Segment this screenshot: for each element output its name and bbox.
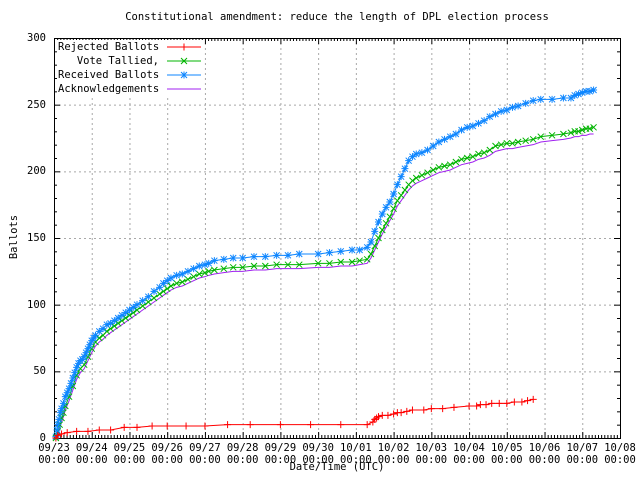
line-icon — [167, 88, 201, 90]
x-axis-label: Date/Time (UTC) — [289, 461, 385, 473]
x-tick-label: 09/23 00:00 — [32, 442, 76, 466]
star-marker-icon — [167, 71, 201, 79]
y-tick-label: 0 — [39, 432, 46, 444]
x-tick-label: 09/29 00:00 — [258, 442, 302, 466]
x-tick-label: 10/06 00:00 — [523, 442, 567, 466]
legend-item-received-ballots: Received Ballots — [58, 68, 203, 82]
x-tick-label: 10/08 00:00 — [598, 442, 640, 466]
y-tick-label: 100 — [27, 298, 46, 311]
legend-label: Received Ballots — [58, 69, 160, 81]
x-tick-time: 00:00 — [566, 453, 599, 466]
x-tick-label: 09/27 00:00 — [183, 442, 227, 466]
x-tick-label: 10/07 00:00 — [560, 442, 604, 466]
x-tick-time: 00:00 — [490, 453, 523, 466]
x-tick-label: 09/30 00:00 — [296, 442, 340, 466]
y-tick-label: 200 — [27, 165, 46, 178]
x-tick-time: 00:00 — [604, 453, 636, 466]
x-tick-label: 10/04 00:00 — [447, 442, 491, 466]
y-tick-label: 150 — [27, 232, 46, 244]
cross-marker-icon — [167, 57, 201, 65]
x-tick-label: 09/26 00:00 — [145, 442, 189, 466]
legend-item-acknowledgements: Acknowledgements — [58, 82, 203, 96]
x-tick-label: 09/28 00:00 — [221, 442, 265, 466]
x-tick-time: 00:00 — [75, 453, 108, 466]
legend-item-rejected-ballots: Rejected Ballots — [58, 40, 203, 54]
legend: Rejected Ballots Vote Tallied, Received Ba… — [57, 40, 204, 96]
x-tick-time: 00:00 — [340, 453, 372, 466]
x-tick-time: 00:00 — [151, 453, 183, 466]
x-tick-label: 10/01 00:00 — [334, 442, 378, 466]
x-tick-time: 00:00 — [453, 453, 485, 466]
y-tick-label: 300 — [27, 32, 46, 44]
x-tick-label: 09/24 00:00 — [70, 442, 114, 466]
x-tick-time: 00:00 — [264, 453, 297, 466]
y-tick-label: 250 — [27, 98, 46, 111]
x-tick-time: 00:00 — [226, 453, 259, 466]
chart-title: Constitutional amendment: reduce the len… — [125, 11, 549, 23]
legend-label: Rejected Ballots — [58, 41, 160, 53]
legend-label: Vote Tallied, — [76, 55, 159, 67]
y-tick-label: 50 — [33, 365, 46, 378]
legend-label: Acknowledgements — [58, 83, 160, 95]
x-tick-time: 00:00 — [377, 453, 410, 466]
x-tick-time: 00:00 — [302, 453, 334, 466]
x-tick-label: 10/03 00:00 — [409, 442, 453, 466]
x-tick-time: 00:00 — [38, 453, 70, 466]
x-tick-label: 09/25 00:00 — [107, 442, 151, 466]
plus-marker-icon — [167, 43, 201, 51]
x-tick-label: 10/02 00:00 — [372, 442, 416, 466]
x-tick-time: 00:00 — [415, 453, 448, 466]
x-tick-time: 00:00 — [189, 453, 221, 466]
x-tick-time: 00:00 — [113, 453, 146, 466]
legend-item-vote-tallied: Vote Tallied, — [58, 54, 203, 68]
x-tick-time: 00:00 — [528, 453, 561, 466]
x-tick-label: 10/05 00:00 — [485, 442, 529, 466]
